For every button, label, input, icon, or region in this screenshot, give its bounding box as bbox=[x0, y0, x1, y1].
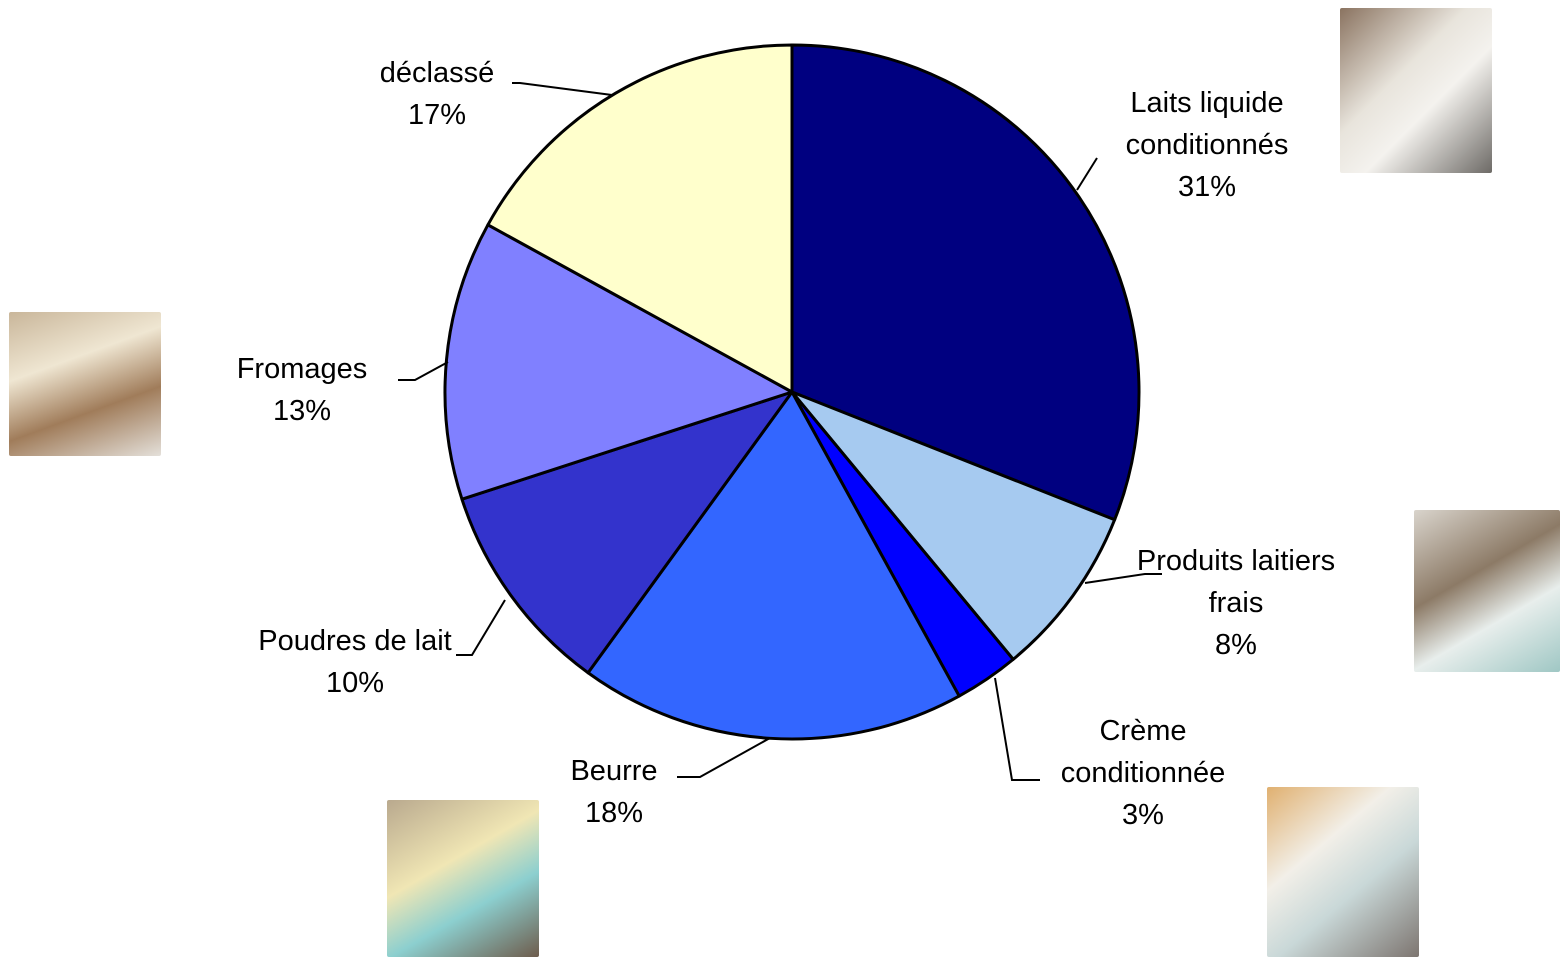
category-label: déclassé bbox=[379, 57, 495, 89]
leader-line bbox=[1084, 573, 1162, 584]
leader-line bbox=[1076, 157, 1098, 191]
pie-slice bbox=[460, 390, 794, 675]
category-label: Fromages bbox=[236, 353, 368, 385]
pie-slice bbox=[586, 390, 961, 741]
value-label: 3% bbox=[1122, 799, 1164, 831]
leader-line bbox=[456, 599, 506, 656]
category-label: Crème conditionnée bbox=[1060, 715, 1226, 789]
category-label: Produits laitiers frais bbox=[1136, 545, 1336, 619]
value-label: 13% bbox=[272, 395, 332, 427]
slice-label: déclassé 17% bbox=[357, 52, 517, 136]
leader-line bbox=[994, 677, 1040, 781]
category-label: Laits liquide conditionnés bbox=[1125, 87, 1289, 161]
leader-line bbox=[677, 737, 771, 778]
leader-line bbox=[398, 361, 449, 381]
value-label: 31% bbox=[1177, 171, 1237, 203]
value-label: 18% bbox=[584, 797, 644, 829]
photo-yogurt bbox=[1414, 510, 1560, 672]
pie-slice bbox=[486, 43, 794, 394]
value-label: 10% bbox=[325, 667, 385, 699]
photo-cream bbox=[1267, 787, 1419, 957]
photo-cheese bbox=[9, 312, 161, 456]
category-label: Beurre bbox=[570, 755, 658, 787]
value-label: 8% bbox=[1215, 629, 1257, 661]
photo-butter bbox=[387, 800, 539, 957]
pie-slice bbox=[790, 43, 1141, 522]
category-label: Poudres de lait bbox=[258, 625, 452, 657]
pie-slice bbox=[790, 390, 1117, 661]
slice-label: Poudres de lait 10% bbox=[255, 620, 455, 704]
value-label: 17% bbox=[407, 99, 467, 131]
leader-line bbox=[512, 82, 613, 96]
pie-slice bbox=[443, 223, 794, 501]
slice-label: Crème conditionnée 3% bbox=[1023, 710, 1263, 836]
slice-label: Produits laitiers frais 8% bbox=[1136, 540, 1336, 666]
slice-label: Fromages 13% bbox=[202, 348, 402, 432]
slice-label: Laits liquide conditionnés 31% bbox=[1087, 82, 1327, 208]
slice-label: Beurre 18% bbox=[544, 750, 684, 834]
photo-milk bbox=[1340, 8, 1492, 173]
